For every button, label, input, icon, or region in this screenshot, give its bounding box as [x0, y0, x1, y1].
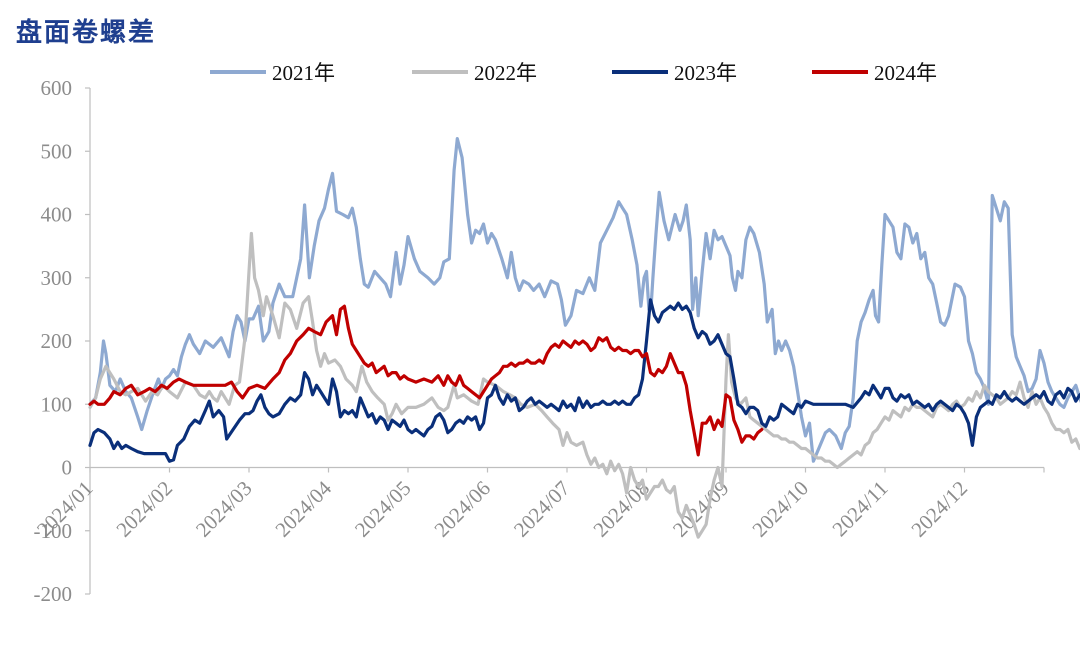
x-tick-label: 2024/05	[350, 476, 416, 542]
legend-label-1: 2021年	[272, 61, 335, 85]
legend-label-4: 2024年	[874, 61, 937, 85]
chart-legend: 2021年 2022年 2023年 2024年	[210, 61, 937, 85]
y-tick-label: -100	[34, 519, 73, 543]
y-tick-label: 300	[41, 266, 73, 290]
x-tick-label: 2024/06	[429, 476, 495, 542]
x-tick-label: 2024/03	[191, 476, 257, 542]
x-tick-label: 2024/07	[509, 476, 575, 542]
y-tick-label: 100	[41, 392, 73, 416]
chart-series	[88, 137, 1080, 539]
y-tick-label: 400	[41, 203, 73, 227]
y-tick-label: 200	[41, 329, 73, 353]
x-tick-label: 2024/02	[111, 476, 177, 542]
y-tick-label: -200	[34, 582, 73, 606]
x-tick-label: 2024/12	[906, 476, 972, 542]
series-line-1	[88, 137, 1080, 463]
y-tick-label: 600	[41, 76, 73, 100]
x-tick-label: 2024/11	[827, 476, 892, 541]
series-line-3	[88, 298, 1080, 463]
y-tick-label: 500	[41, 139, 73, 163]
legend-label-2: 2022年	[474, 61, 537, 85]
series-line-4	[88, 304, 764, 457]
y-tick-label: 0	[62, 456, 73, 480]
chart-title: 盘面卷螺差	[16, 18, 157, 48]
x-tick-label: 2024/10	[747, 476, 813, 542]
series-line-2	[88, 231, 1080, 539]
legend-label-3: 2023年	[674, 61, 737, 85]
x-tick-label: 2024/04	[270, 476, 336, 542]
